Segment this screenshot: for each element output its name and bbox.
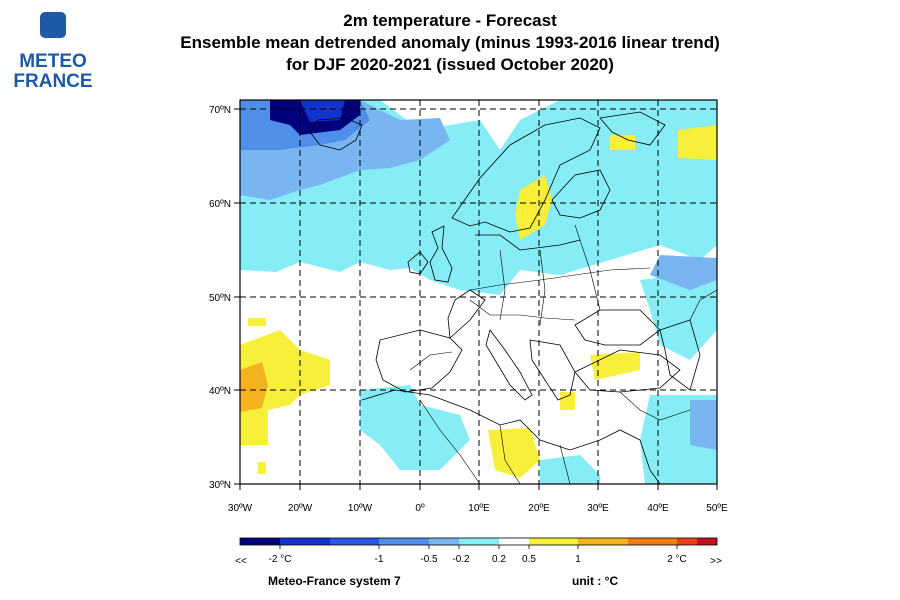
lat-axis: 70ºN 60ºN 50ºN 40ºN 30ºN — [209, 105, 240, 491]
anomaly-field — [240, 100, 717, 484]
colorbar-swatch — [240, 538, 280, 545]
meteo-france-logo: METEO FRANCE — [8, 8, 98, 92]
north-africa-coast — [361, 389, 641, 451]
colorbar-label-2: 2 °C — [667, 554, 687, 565]
italy-coast — [485, 329, 533, 401]
baltic-south-coast — [475, 234, 581, 251]
lon-axis: 30ºW 20ºW 10ºW 0º 10ºE 20ºE 30ºE 40ºE 50… — [228, 484, 728, 514]
lon-label-20w: 20ºW — [288, 503, 313, 514]
colorbar-swatch — [628, 538, 677, 545]
border-algeria — [419, 399, 481, 485]
border-kazakhstan — [689, 289, 718, 321]
border-alps-carpathians — [469, 299, 576, 321]
colorbar-swatch — [379, 538, 429, 545]
cyan-anomaly-region-libya — [540, 455, 600, 484]
unit-label: unit : °C — [572, 574, 619, 588]
border-libya-egypt — [559, 444, 571, 485]
lon-label-30w: 30ºW — [228, 503, 253, 514]
lat-label-30n: 30ºN — [209, 480, 231, 491]
cyan-anomaly-region-africa — [360, 385, 470, 470]
title-line-2: Ensemble mean detrended anomaly (minus 1… — [180, 33, 720, 52]
lon-label-30e: 30ºE — [587, 503, 609, 514]
colorbar-ticks — [279, 545, 678, 549]
colorbar-swatch — [529, 538, 578, 545]
logo-badge-icon — [40, 12, 66, 38]
logo-text-line1: METEO — [19, 51, 87, 72]
colorbar-label-minus1: -1 — [375, 554, 384, 565]
cyan-anomaly-region-east — [640, 270, 717, 360]
scandinavia-coast — [451, 117, 601, 233]
colorbar: << -2 °C -1 -0.5 -0.2 0.2 0.5 1 2 °C >> — [235, 537, 722, 567]
border-spain-portugal — [409, 351, 453, 371]
border-poland-ukraine — [539, 249, 546, 326]
yellow-anomaly-region-scandinavia — [515, 175, 552, 240]
colorbar-swatch — [578, 538, 628, 545]
yellow-anomaly-region-atlantic — [240, 330, 330, 445]
deep-blue-anomaly-region — [300, 100, 345, 122]
graticule — [240, 100, 717, 484]
lat-label-50n: 50ºN — [209, 293, 231, 304]
yellow-anomaly-patch-atlantic — [248, 318, 266, 326]
colorbar-swatch — [429, 538, 459, 545]
yellow-anomaly-region-libya — [488, 428, 540, 478]
lat-label-40n: 40ºN — [209, 386, 231, 397]
lon-label-50e: 50ºE — [706, 503, 728, 514]
colorbar-swatch — [330, 538, 379, 545]
colorbar-label-02: 0.2 — [492, 554, 506, 565]
balkans-coast — [529, 339, 576, 401]
colorbar-swatch — [697, 538, 717, 545]
lon-label-40e: 40ºE — [647, 503, 669, 514]
colorbar-swatch — [499, 538, 529, 545]
kola-coast — [599, 111, 666, 146]
colorbar-label-1: 1 — [575, 554, 581, 565]
colorbar-label-minus02: -0.2 — [452, 554, 470, 565]
border-central-europe — [469, 267, 651, 291]
blue-anomaly-region-iran — [690, 400, 717, 450]
colorbar-swatch — [677, 538, 697, 545]
colorbar-swatch — [459, 538, 499, 545]
border-germany-poland — [499, 249, 506, 321]
map-title: 2m temperature - Forecast Ensemble mean … — [100, 10, 800, 76]
black-sea-coast — [574, 309, 661, 346]
yellow-anomaly-region-arctic — [678, 125, 717, 160]
colorbar-label-minus2: -2 °C — [269, 554, 292, 565]
yellow-anomaly-patch-kola — [610, 135, 635, 150]
country-borders — [409, 224, 718, 485]
colorbar-label-above: >> — [710, 556, 722, 567]
border-russia-ukraine — [574, 224, 601, 311]
orange-anomaly-region-azores — [240, 362, 268, 412]
lon-label-10e: 10ºE — [468, 503, 490, 514]
title-line-1: 2m temperature - Forecast — [343, 11, 557, 30]
lat-label-70n: 70ºN — [209, 105, 231, 116]
colorbar-label-05: 0.5 — [522, 554, 536, 565]
lat-label-60n: 60ºN — [209, 199, 231, 210]
lon-label-20e: 20ºE — [528, 503, 550, 514]
title-line-3: for DJF 2020-2021 (issued October 2020) — [286, 55, 614, 74]
great-britain-coast — [429, 225, 453, 283]
yellow-anomaly-patch-canary — [258, 462, 266, 474]
lon-label-0: 0º — [415, 503, 425, 514]
blue-anomaly-region-russia — [650, 255, 717, 290]
iceland-coast — [309, 117, 363, 151]
ireland-coast — [407, 251, 429, 275]
colorbar-label-below: << — [235, 556, 247, 567]
red-sea-coast — [639, 439, 661, 485]
colorbar-swatches — [240, 538, 717, 545]
colorbar-label-minus05: -0.5 — [420, 554, 438, 565]
yellow-anomaly-patch-greece — [560, 392, 575, 410]
finland-coast — [551, 169, 611, 219]
border-syria-iraq — [619, 391, 691, 421]
logo-text-line2: FRANCE — [13, 71, 93, 92]
model-name: Meteo-France system 7 — [268, 574, 401, 588]
colorbar-frame — [239, 537, 718, 546]
lon-label-10w: 10ºW — [348, 503, 373, 514]
border-tunisia-libya — [499, 424, 521, 485]
iberia-coast — [375, 329, 463, 393]
map-panel: 70ºN 60ºN 50ºN 40ºN 30ºN 30ºW 20ºW 10ºW … — [209, 99, 728, 514]
colorbar-swatch — [280, 538, 330, 545]
